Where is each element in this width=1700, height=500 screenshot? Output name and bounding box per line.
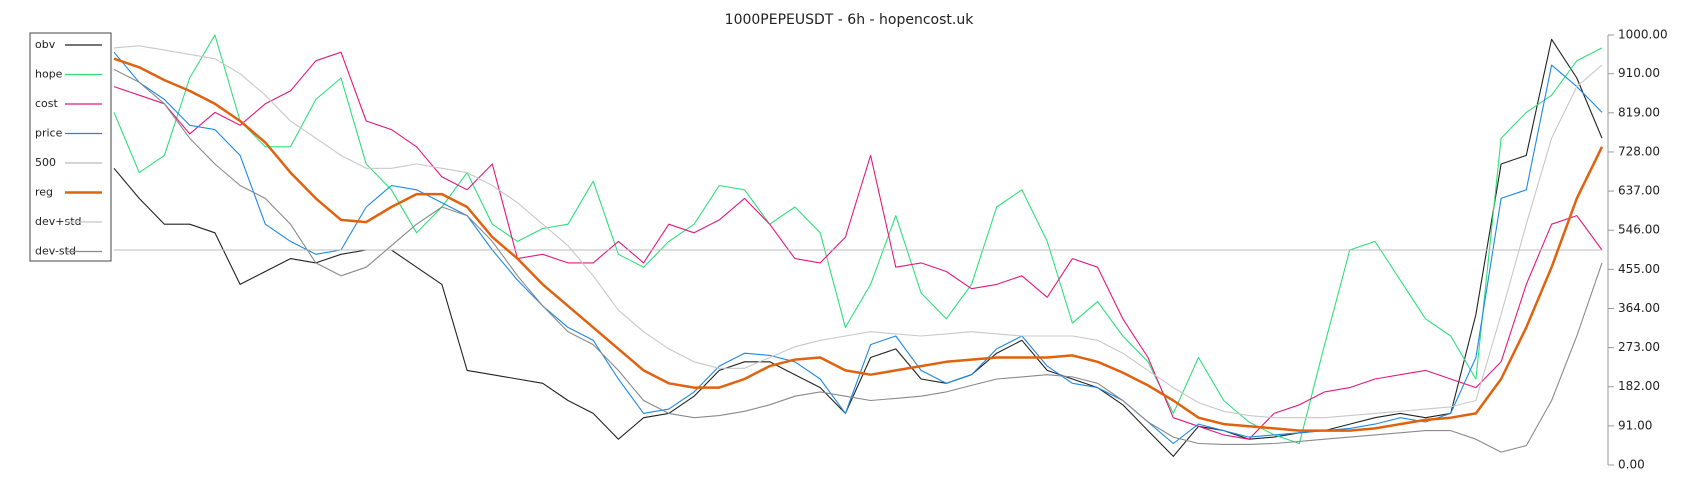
y-tick-label: 273.00: [1618, 340, 1660, 354]
legend-label: hope: [35, 68, 63, 81]
y-tick-label: 455.00: [1618, 262, 1660, 276]
chart-title: 1000PEPEUSDT - 6h - hopencost.uk: [725, 12, 975, 28]
legend-label: reg: [35, 186, 53, 199]
y-tick-label: 637.00: [1618, 184, 1660, 198]
y-tick-label: 546.00: [1618, 223, 1660, 237]
y-tick-label: 910.00: [1618, 66, 1660, 80]
legend-label: 500: [35, 156, 56, 169]
legend-label: dev-std: [35, 245, 76, 258]
series-line: [113, 38, 1603, 457]
y-tick-label: 728.00: [1618, 144, 1660, 158]
series-line: [113, 45, 1603, 419]
series-line: [113, 34, 1603, 445]
legend-label: obv: [35, 38, 56, 51]
legend-label: cost: [35, 97, 59, 110]
y-tick-label: 91.00: [1618, 418, 1652, 432]
y-tick-label: 182.00: [1618, 379, 1660, 393]
y-tick-label: 1000.00: [1618, 28, 1668, 42]
legend-label: price: [35, 127, 63, 140]
legend-label: dev+std: [35, 215, 82, 228]
series-line: [113, 68, 1603, 453]
y-tick-label: 364.00: [1618, 301, 1660, 315]
y-tick-label: 819.00: [1618, 105, 1660, 119]
series-line: [113, 51, 1603, 440]
series-line: [113, 51, 1603, 445]
legend-box: [29, 32, 112, 262]
y-tick-label: 0.00: [1618, 458, 1645, 472]
series-line: [113, 57, 1604, 432]
